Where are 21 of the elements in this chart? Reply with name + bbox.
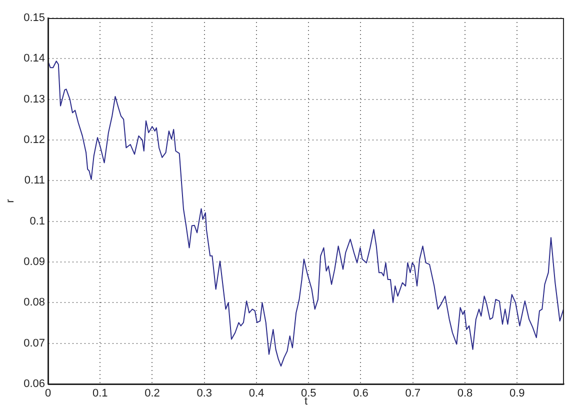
y-tick-label: 0.09 — [24, 256, 45, 268]
x-tick-label: 0.3 — [196, 388, 212, 400]
x-tick-label: 0.7 — [405, 388, 420, 400]
x-tick-label: 0.9 — [509, 388, 525, 400]
x-tick-label: 0.1 — [92, 388, 108, 400]
x-tick-label: 0.4 — [248, 388, 264, 400]
y-tick-label: 0.11 — [24, 174, 45, 187]
x-tick-label: 0.8 — [457, 388, 473, 400]
x-tick-label: 0.2 — [144, 388, 160, 400]
y-axis-title: r — [4, 198, 17, 203]
y-tick-label: 0.07 — [24, 337, 45, 350]
y-tick-label: 0.13 — [24, 93, 45, 106]
x-tick-label: 0.6 — [353, 388, 368, 400]
y-tick-label: 0.14 — [24, 52, 45, 65]
y-tick-label: 0.1 — [30, 215, 45, 228]
y-tick-label: 0.06 — [24, 378, 45, 390]
y-tick-label: 0.15 — [24, 12, 45, 24]
y-tick-label: 0.08 — [24, 296, 45, 309]
y-tick-label: 0.12 — [24, 134, 45, 146]
x-tick-label: 0 — [44, 388, 52, 400]
x-axis-title: t — [304, 395, 308, 408]
